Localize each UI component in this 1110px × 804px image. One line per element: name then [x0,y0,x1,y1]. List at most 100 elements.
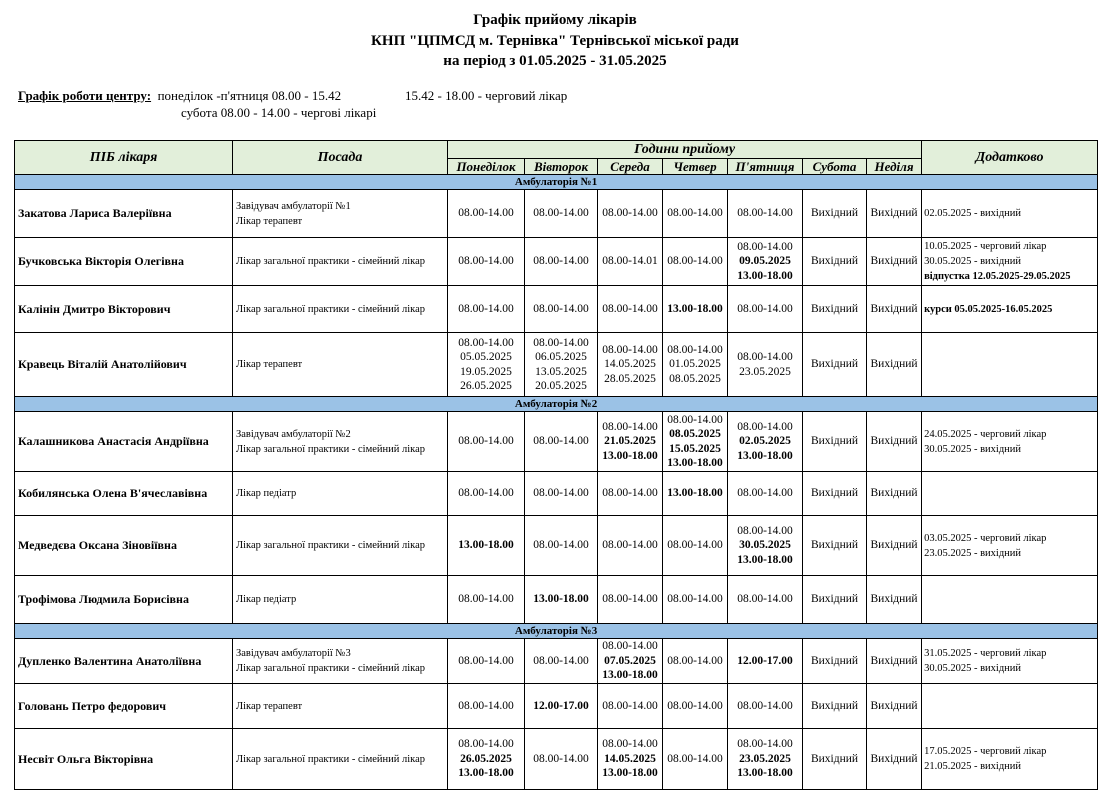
day-hours-cell: 08.00-14.00 [727,189,803,238]
header-day: Понеділок [447,158,525,175]
cell-line: Вихідний [810,358,859,371]
cell-line: 13.00-18.00 [667,302,723,315]
doctor-name: Калашникова Анастасія Андріївна [14,411,233,472]
header-day: Вівторок [524,158,598,175]
header-hours: Години прийому [446,140,923,159]
day-hours-cell: 08.00-14.00 [447,638,525,684]
cell-line: Лікар загальної практики - сімейний ліка… [236,256,425,267]
table-row: Закатова Лариса Валеріївна Завідувач амбу… [14,189,1099,238]
cell-line: 08.00-14.00 [737,524,793,537]
cell-line: 08.00-14.00 [667,752,723,765]
cell-line: Вихідний [810,539,859,552]
cell-line: Вихідний [870,487,918,500]
day-hours-cell: Вихідний [865,285,923,333]
work-schedule-duty: 15.42 - 18.00 - черговий лікар [405,88,568,103]
day-hours-cell: 08.00-14.00 [447,411,525,472]
doctor-name: Несвіт Ольга Вікторівна [14,728,233,790]
cell-line: 30.05.2025 - вихідний [924,443,1022,455]
cell-line: 08.00-14.00 [458,487,514,500]
day-hours-cell: Вихідний [865,471,923,516]
cell-line: Лікар загальної практики - сімейний ліка… [236,540,425,551]
table-row: Головань Петро федорович Лікар терапевт 08… [14,683,1099,729]
group-title: Амбулаторія №1 [13,174,1099,190]
cell-line: 23.05.2025 [739,365,791,378]
cell-line: 02.05.2025 - вихідний [924,208,1022,219]
cell-line: 13.00-18.00 [533,593,589,606]
doctor-position: Завідувач амбулаторії №3 Лікар загальної … [232,638,448,684]
day-hours-cell: 08.00-14.00 09.05.2025 13.00-18.00 [727,237,803,286]
day-hours-cell: 08.00-14.00 [727,575,803,624]
cell-line: 01.05.2025 [669,358,721,371]
cell-line: 21.05.2025 - вихідний [924,761,1022,772]
day-hours-cell: Вихідний [802,575,867,624]
doctor-name: Дупленко Валентина Анатоліївна [14,638,233,684]
cell-line: відпустка 12.05.2025-29.05.2025 [924,271,1071,282]
cell-line: 28.05.2025 [604,372,656,385]
doctor-position: Лікар педіатр [232,575,448,624]
day-hours-cell: 12.00-17.00 [524,683,598,729]
cell-line: Лікар терапевт [236,215,303,227]
doctor-position: Лікар педіатр [232,471,448,516]
day-hours-cell: Вихідний [802,189,867,238]
day-hours-cell: 08.00-14.00 [727,683,803,729]
cell-line: 08.00-14.00 [602,487,658,500]
day-hours-cell: Вихідний [802,237,867,286]
cell-line: 08.00-14.00 [602,539,658,552]
cell-line: Лікар загальної практики - сімейний ліка… [236,753,425,765]
extra-notes: 31.05.2025 - черговий лікар 30.05.2025 - … [921,638,1099,684]
cell-line: 08.00-14.00 [458,435,514,448]
cell-line: 14.05.2025 [604,752,656,765]
cell-line: 08.00-14.00 [667,654,723,667]
cell-line: 26.05.2025 [460,380,512,392]
day-hours-cell: 08.00-14.00 26.05.2025 13.00-18.00 [447,728,525,790]
cell-line: 13.00-18.00 [737,449,793,462]
day-hours-cell: Вихідний [802,638,867,684]
table-row: Бучковська Вікторія Олегівна Лікар загаль… [14,237,1099,286]
cell-line: 08.00-14.00 [533,336,589,349]
cell-line: 08.00-14.00 [533,302,589,315]
cell-line: 13.00-18.00 [458,539,514,552]
day-hours-cell: 08.00-14.00 02.05.2025 13.00-18.00 [727,411,803,472]
day-hours-cell: 08.00-14.00 [727,471,803,516]
cell-line: 08.00-14.00 [458,699,514,712]
day-hours-cell: Вихідний [802,411,867,472]
cell-line: Вихідний [810,207,859,220]
cell-line: Завідувач амбулаторії №1 [236,200,351,212]
cell-line: 03.05.2025 - черговий лікар [924,532,1047,544]
cell-line: 08.00-14.00 [737,207,793,220]
day-hours-cell: 08.00-14.00 [597,515,663,576]
day-hours-cell: Вихідний [865,237,923,286]
extra-notes: курси 05.05.2025-16.05.2025 [921,285,1099,333]
cell-line: 30.05.2025 - вихідний [924,663,1022,674]
cell-line: 08.05.2025 [669,372,721,385]
day-hours-cell: 08.00-14.00 [597,683,663,729]
day-hours-cell: 13.00-18.00 [662,285,728,333]
cell-line: 17.05.2025 - черговий лікар [924,746,1047,757]
cell-line: 13.00-18.00 [602,449,658,462]
table-row: Дупленко Валентина Анатоліївна Завідувач … [14,638,1099,684]
cell-line: 05.05.2025 [460,351,512,363]
cell-line: Вихідний [810,435,859,448]
cell-line: 08.00-14.00 [667,413,723,426]
group-row: Амбулаторія №1 [13,174,1099,190]
cell-line: 08.00-14.00 [458,207,514,220]
cell-line: 08.00-14.00 [737,351,793,363]
cell-line: 08.00-14.00 [602,699,658,712]
cell-line: 08.00-14.00 [667,593,723,606]
cell-line: 14.05.2025 [604,358,656,371]
day-hours-cell: 08.00-14.00 14.05.2025 13.00-18.00 [597,728,663,790]
cell-line: 08.00-14.00 [667,207,723,220]
day-hours-cell: 08.00-14.00 [524,189,598,238]
extra-notes: 10.05.2025 - черговий лікар 30.05.2025 - … [921,237,1099,286]
cell-line: 24.05.2025 - черговий лікар [924,428,1047,440]
period-title: на період з 01.05.2025 - 31.05.2025 [443,53,667,69]
header-extra: Додатково [921,140,1099,175]
cell-line: Вихідний [870,539,918,552]
header-day: П'ятниця [727,158,803,175]
day-hours-cell: 08.00-14.00 [524,237,598,286]
doctor-position: Завідувач амбулаторії №1 Лікар терапевт [232,189,448,238]
cell-line: Вихідний [810,302,859,315]
cell-line: 08.00-14.00 [602,420,658,433]
day-hours-cell: 08.00-14.00 [447,285,525,333]
day-hours-cell: Вихідний [865,411,923,472]
